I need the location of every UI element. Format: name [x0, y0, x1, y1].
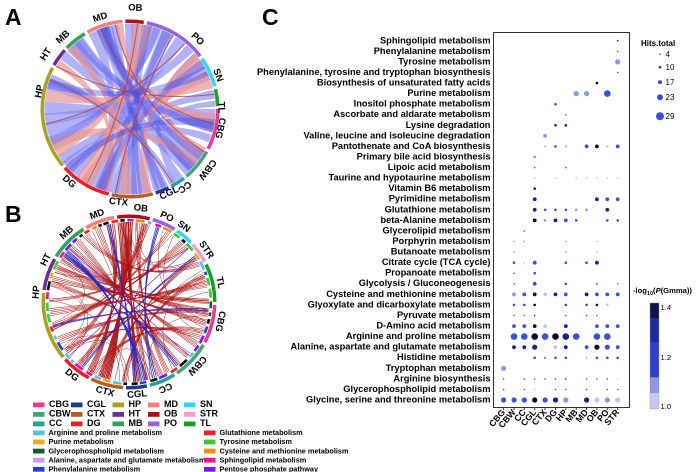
- svg-text:CGL: CGL: [87, 399, 107, 409]
- svg-text:Vitamin B6 metabolism: Vitamin B6 metabolism: [388, 183, 490, 193]
- svg-text:Histidine metabolism: Histidine metabolism: [397, 352, 491, 362]
- svg-text:Glycerolipid metabolism: Glycerolipid metabolism: [383, 225, 491, 235]
- svg-text:PO: PO: [158, 209, 175, 225]
- svg-text:B: B: [5, 201, 22, 227]
- svg-text:CTX: CTX: [108, 196, 129, 209]
- svg-text:Tyrosine metabolism: Tyrosine metabolism: [398, 56, 490, 66]
- svg-text:CBG: CBG: [212, 310, 227, 333]
- svg-text:Cysteine and methionine metabo: Cysteine and methionine metabolism: [326, 289, 490, 299]
- svg-text:1.0: 1.0: [661, 402, 672, 411]
- svg-text:17: 17: [666, 78, 675, 87]
- svg-text:MD: MD: [88, 207, 106, 222]
- svg-text:Ascorbate and aldarate metabol: Ascorbate and aldarate metabolism: [333, 109, 490, 119]
- svg-text:1.2: 1.2: [661, 353, 672, 362]
- svg-text:MD: MD: [164, 399, 178, 409]
- svg-text:Valine, leucine and isoleucine: Valine, leucine and isoleucine degradati…: [303, 130, 490, 140]
- svg-text:4: 4: [666, 50, 671, 59]
- svg-text:Glyoxylate and dicarboxylate m: Glyoxylate and dicarboxylate metabolism: [308, 299, 491, 309]
- svg-text:Primary bile acid biosynthesis: Primary bile acid biosynthesis: [357, 151, 491, 161]
- svg-text:PO: PO: [164, 418, 177, 428]
- svg-text:MD: MD: [92, 10, 110, 25]
- svg-text:Arginine and proline metabolis: Arginine and proline metabolism: [49, 428, 163, 437]
- svg-text:10: 10: [666, 63, 675, 72]
- svg-text:beta-Alanine metabolism: beta-Alanine metabolism: [380, 215, 490, 225]
- svg-text:Pyruvate metabolism: Pyruvate metabolism: [397, 310, 491, 320]
- svg-text:Phenylalanine metabolism: Phenylalanine metabolism: [374, 46, 491, 56]
- svg-text:CTX: CTX: [94, 384, 116, 400]
- svg-text:SN: SN: [210, 67, 225, 83]
- svg-text:DG: DG: [87, 418, 101, 428]
- svg-text:D-Amino acid metabolism: D-Amino acid metabolism: [376, 321, 490, 331]
- svg-text:Purine metabolism: Purine metabolism: [49, 437, 115, 446]
- svg-text:CTX: CTX: [87, 409, 105, 419]
- svg-text:A: A: [5, 4, 22, 30]
- svg-text:Tyrosine metabolism: Tyrosine metabolism: [220, 437, 293, 446]
- svg-text:Sphingolipid metabolism: Sphingolipid metabolism: [380, 35, 491, 45]
- svg-text:29: 29: [666, 112, 675, 121]
- svg-text:Biosynthesis of unsaturated fa: Biosynthesis of unsaturated fatty acids: [317, 78, 491, 88]
- svg-text:HT: HT: [129, 409, 141, 419]
- svg-text:Hits.total: Hits.total: [641, 39, 675, 48]
- svg-text:Lysine degradation: Lysine degradation: [406, 120, 491, 130]
- svg-text:OB: OB: [128, 2, 143, 14]
- svg-text:Tryptophan metabolism: Tryptophan metabolism: [386, 363, 491, 373]
- svg-text:CBG: CBG: [212, 117, 227, 140]
- svg-text:Alanine, aspartate and glutama: Alanine, aspartate and glutamate metabol…: [291, 342, 491, 352]
- svg-text:Porphyrin metabolism: Porphyrin metabolism: [392, 236, 490, 246]
- svg-text:Glutathione metabolism: Glutathione metabolism: [385, 204, 491, 214]
- svg-text:23: 23: [666, 93, 675, 102]
- svg-text:Alanine, aspartate and glutama: Alanine, aspartate and glutamate metabol…: [49, 455, 206, 464]
- svg-text:Glycerophospholipid metabolism: Glycerophospholipid metabolism: [343, 384, 490, 394]
- svg-text:Glycine, serine and threonine: Glycine, serine and threonine metabolism: [306, 394, 490, 404]
- svg-text:Citrate cycle (TCA cycle): Citrate cycle (TCA cycle): [382, 257, 491, 267]
- svg-text:Inositol phosphate metabolism: Inositol phosphate metabolism: [354, 99, 491, 109]
- svg-text:TL: TL: [200, 418, 211, 428]
- svg-text:STR: STR: [200, 409, 219, 419]
- svg-text:HT: HT: [38, 251, 54, 267]
- svg-text:Phenylalanine, tyrosine and tr: Phenylalanine, tyrosine and tryptophan b…: [257, 67, 491, 77]
- svg-text:OB: OB: [133, 202, 149, 215]
- svg-text:Purine metabolism: Purine metabolism: [407, 88, 490, 98]
- svg-text:SN: SN: [200, 399, 213, 409]
- svg-text:-log10(P(Gmma)): -log10(P(Gmma)): [633, 286, 692, 297]
- svg-text:CC: CC: [157, 380, 174, 396]
- svg-text:1.4: 1.4: [661, 303, 672, 312]
- svg-text:CBG: CBG: [49, 399, 69, 409]
- svg-text:Pantothenate and CoA biosynthe: Pantothenate and CoA biosynthesis: [332, 141, 491, 151]
- svg-text:HP: HP: [33, 83, 46, 99]
- svg-text:Sphingolipid metabolism: Sphingolipid metabolism: [220, 455, 307, 464]
- svg-text:CBW: CBW: [49, 409, 71, 419]
- svg-text:HP: HP: [30, 285, 42, 300]
- svg-text:Arginine and proline metabolis: Arginine and proline metabolism: [346, 331, 491, 341]
- svg-text:Pyrimidine metabolism: Pyrimidine metabolism: [389, 194, 491, 204]
- svg-text:HP: HP: [129, 399, 142, 409]
- svg-text:MB: MB: [129, 418, 143, 428]
- svg-text:Propanoate metabolism: Propanoate metabolism: [385, 268, 490, 278]
- svg-text:TL: TL: [215, 102, 226, 114]
- svg-text:Glycerophospholipid metabolism: Glycerophospholipid metabolism: [49, 446, 165, 455]
- svg-text:TL: TL: [213, 276, 226, 290]
- svg-text:CGL: CGL: [127, 388, 148, 401]
- svg-text:Butanoate metabolism: Butanoate metabolism: [391, 247, 491, 257]
- svg-text:Pentose phosphate pathway: Pentose phosphate pathway: [220, 465, 319, 472]
- svg-text:Cysteine and methionine metabo: Cysteine and methionine metabolism: [220, 446, 349, 455]
- svg-text:Glycolysis / Gluconeogenesis: Glycolysis / Gluconeogenesis: [359, 278, 491, 288]
- svg-text:Taurine and hypotaurine metabo: Taurine and hypotaurine metabolism: [328, 173, 490, 183]
- svg-text:CC: CC: [49, 418, 62, 428]
- svg-text:Glutathione metabolism: Glutathione metabolism: [220, 428, 304, 437]
- svg-text:OB: OB: [164, 409, 178, 419]
- svg-text:Lipoic acid metabolism: Lipoic acid metabolism: [388, 162, 491, 172]
- svg-text:Phenylalanine metabolism: Phenylalanine metabolism: [49, 465, 141, 472]
- svg-text:C: C: [262, 4, 279, 30]
- svg-text:Arginine biosynthesis: Arginine biosynthesis: [393, 373, 490, 383]
